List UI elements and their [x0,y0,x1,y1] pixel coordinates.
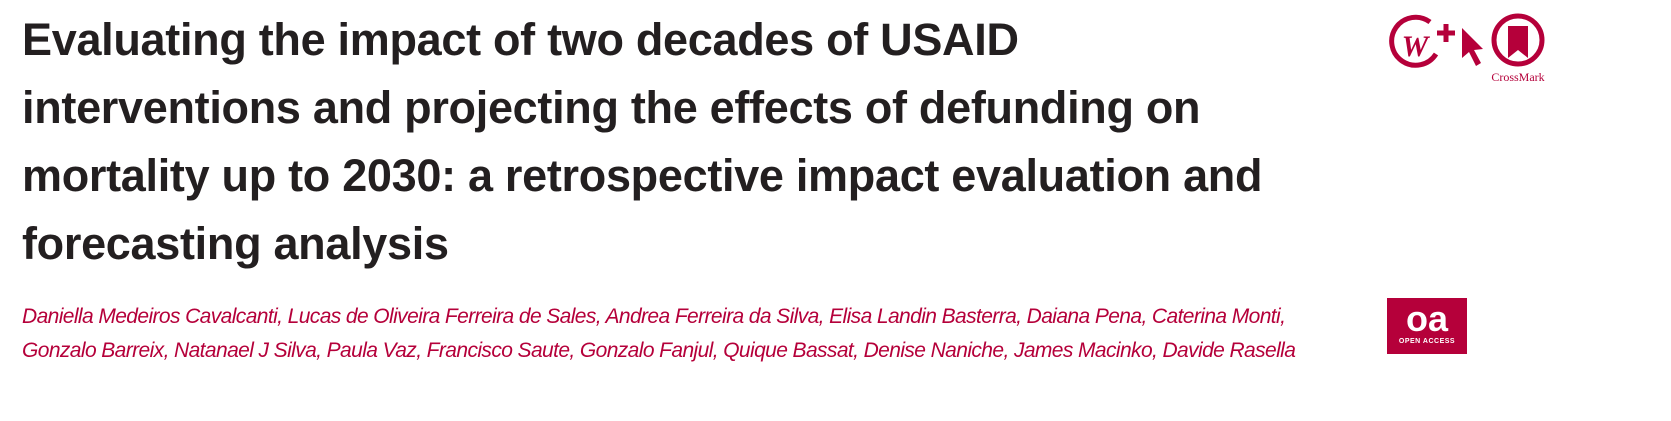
article-title: Evaluating the impact of two decades of … [22,6,1262,278]
title-line: Evaluating the impact of two decades of … [22,14,1019,65]
oa-mark: oa [1405,298,1448,339]
title-line: interventions and projecting the effects… [22,82,1201,133]
icons: W CrossMark [1389,13,1545,84]
oa-label: OPEN ACCESS [1398,338,1456,345]
crossmark-label: CrossMark [1491,70,1544,84]
author-line: Daniella Medeiros Cavalcanti, Lucas de O… [22,305,1286,328]
title-line: mortality up to 2030: a retrospective im… [22,150,1263,201]
title-line: forecasting analysis [22,218,449,269]
author-line: Gonzalo Barreix, Natanael J Silva, Paula… [22,339,1296,362]
crossmark-icon[interactable]: CrossMark [1491,13,1545,84]
author-list: Daniella Medeiros Cavalcanti, Lucas de O… [22,300,1296,368]
svg-text:W: W [1402,30,1431,63]
open-access-badge: oa OPEN ACCESS [1387,298,1467,354]
web-icon[interactable]: W [1389,14,1483,68]
